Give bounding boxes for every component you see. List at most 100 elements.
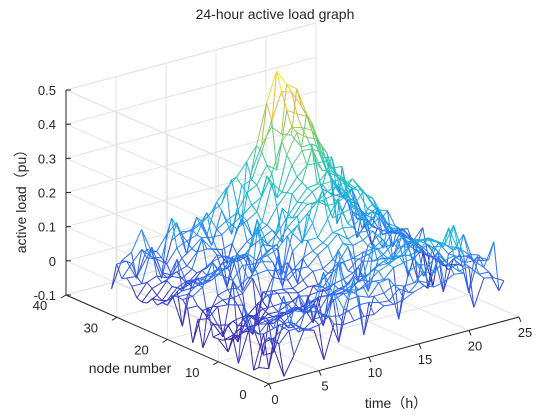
- mesh-edge: [156, 294, 163, 301]
- mesh-edge: [297, 266, 308, 270]
- mesh-edge: [263, 337, 270, 343]
- mesh-edge: [276, 70, 283, 92]
- mesh-edge: [433, 245, 444, 248]
- mesh-edge: [378, 302, 385, 307]
- mesh-edge: [332, 212, 343, 219]
- mesh-edge: [357, 258, 364, 262]
- x-tick: [518, 316, 522, 323]
- mesh-edge: [222, 297, 233, 301]
- mesh-edge: [262, 291, 269, 296]
- mesh-edge: [423, 265, 430, 277]
- mesh-edge: [312, 285, 324, 288]
- mesh-edge: [216, 220, 228, 230]
- mesh-edge: [231, 179, 242, 226]
- mesh-edge: [231, 224, 238, 230]
- mesh-edge: [367, 248, 379, 255]
- mesh-edge: [432, 242, 439, 253]
- mesh-edge: [341, 166, 353, 212]
- mesh-edge: [187, 308, 194, 343]
- mesh-edge: [448, 227, 460, 252]
- mesh-edge: [242, 265, 249, 279]
- mesh-edge: [221, 187, 228, 205]
- mesh-edge: [338, 309, 345, 343]
- z-tick-label: 0.3: [38, 151, 56, 166]
- x-tick-label: 15: [418, 352, 432, 367]
- mesh-edge: [298, 327, 305, 331]
- mesh-edge: [382, 254, 389, 259]
- mesh-edge: [463, 234, 474, 262]
- mesh-edge: [281, 208, 288, 228]
- mesh-edge: [291, 91, 303, 107]
- mesh-edge: [316, 138, 323, 153]
- mesh-edge: [212, 336, 219, 340]
- mesh-edge: [306, 162, 318, 166]
- mesh-edge: [291, 202, 303, 219]
- mesh-edge: [423, 271, 434, 274]
- mesh-edge: [463, 272, 475, 308]
- mesh-edge: [288, 330, 295, 356]
- mesh-edge: [318, 294, 329, 298]
- mesh-edge: [322, 293, 334, 327]
- grid-line: [218, 294, 469, 363]
- mesh-edge: [226, 257, 238, 270]
- mesh-edge: [261, 221, 268, 226]
- mesh-edge: [166, 247, 178, 265]
- mesh-edge: [221, 224, 233, 236]
- x-tick: [268, 383, 272, 390]
- mesh-edge: [378, 271, 385, 280]
- mesh-edge: [252, 278, 264, 302]
- mesh-edge: [402, 236, 409, 243]
- mesh-edge: [352, 207, 358, 212]
- mesh-edge: [286, 192, 293, 195]
- mesh-edge: [458, 251, 470, 293]
- mesh-edge: [272, 305, 279, 313]
- mesh-edge: [346, 185, 358, 210]
- mesh-edge: [428, 237, 439, 243]
- mesh-edge: [377, 218, 389, 225]
- mesh-edge: [268, 337, 275, 369]
- mesh-edge: [241, 204, 253, 217]
- mesh-edge: [407, 241, 414, 245]
- mesh-edge: [251, 179, 258, 186]
- mesh-edge: [283, 295, 290, 323]
- mesh-edge: [372, 197, 379, 211]
- mesh-edge: [343, 308, 350, 312]
- mesh-edge: [271, 229, 283, 243]
- mesh-edge: [207, 307, 214, 338]
- mesh-edge: [171, 218, 178, 248]
- mesh-edge: [423, 237, 429, 240]
- mesh-edge: [422, 239, 434, 253]
- mesh-edge: [287, 292, 294, 302]
- mesh-edge: [341, 196, 348, 202]
- mesh-edge: [371, 217, 383, 235]
- mesh-edge: [247, 226, 258, 256]
- mesh-edge: [362, 214, 369, 232]
- mesh-edge: [236, 192, 248, 213]
- mesh-edge: [217, 294, 224, 301]
- mesh-edge: [247, 255, 254, 265]
- mesh-edge: [233, 332, 244, 341]
- mesh-edge: [211, 234, 222, 238]
- mesh-edge: [191, 269, 203, 284]
- mesh-edge: [377, 245, 389, 250]
- mesh-edge: [336, 166, 343, 224]
- mesh-edge: [141, 246, 153, 284]
- mesh-edge: [403, 257, 414, 264]
- mesh-edge: [493, 241, 500, 291]
- mesh-edge: [326, 160, 333, 172]
- mesh-edge: [192, 296, 199, 307]
- mesh-edge: [362, 251, 369, 255]
- mesh-edge: [276, 141, 283, 170]
- mesh-edge: [277, 292, 288, 294]
- mesh-edge: [387, 248, 399, 259]
- mesh-edge: [363, 302, 370, 335]
- mesh-edge: [287, 279, 294, 289]
- mesh-edge: [191, 248, 198, 253]
- mesh-edge: [417, 243, 429, 257]
- mesh-edge: [301, 148, 313, 151]
- mesh-edge: [231, 215, 243, 226]
- mesh-edge: [316, 138, 328, 154]
- mesh-edge: [347, 238, 354, 246]
- mesh-edge: [347, 246, 354, 259]
